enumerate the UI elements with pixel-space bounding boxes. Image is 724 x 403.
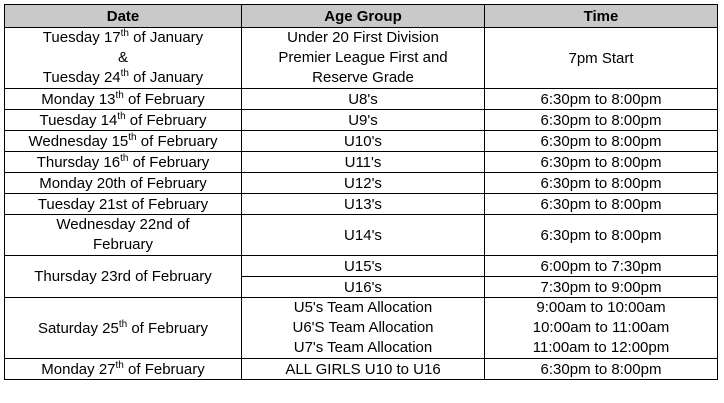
date-line: Tuesday 24th of January (7, 68, 239, 88)
date-cell: Thursday 23rd of February (4, 255, 242, 298)
date-column-header: Date (4, 4, 242, 28)
table-row: Monday 13th of February U8's 6:30pm to 8… (4, 88, 718, 110)
date-line: Tuesday 17th of January (7, 28, 239, 48)
table-row: Thursday 16th of February U11's 6:30pm t… (4, 151, 718, 173)
date-cell: Wednesday 15th of February (4, 130, 242, 152)
table-row: Saturday 25th of February U5's Team Allo… (4, 297, 718, 359)
date-suffix: th (115, 359, 124, 371)
date-text: Thursday 16 (36, 153, 121, 171)
date-suffix: th (118, 318, 128, 330)
date-text: Tuesday 14 (39, 111, 118, 129)
date-suffix: th (120, 152, 129, 164)
date-text: of February (127, 319, 209, 337)
training-schedule-table: Date Age Group Time Tuesday 17th of Janu… (4, 4, 718, 380)
date-cell: Tuesday 17th of January & Tuesday 24th o… (4, 27, 242, 89)
time-cell: 7pm Start (484, 27, 718, 89)
table-row: Thursday 23rd of February U15's 6:00pm t… (4, 255, 718, 298)
date-suffix: th (115, 89, 124, 101)
age-group-cell: U14's (241, 214, 485, 256)
age-group-cell: U10's (241, 130, 485, 152)
date-line: Wednesday 22nd of (56, 216, 190, 233)
time-cell: 7:30pm to 9:00pm (484, 276, 718, 298)
time-cell: 6:30pm to 8:00pm (484, 151, 718, 173)
date-text: Monday 27 (41, 360, 116, 378)
age-group-cell: U9's (241, 109, 485, 131)
schedule-container: Date Age Group Time Tuesday 17th of Janu… (4, 4, 718, 380)
date-text: of January (128, 69, 204, 86)
date-suffix: th (120, 28, 129, 39)
date-cell: Monday 20th of February (4, 172, 242, 194)
age-group-cell: U13's (241, 193, 485, 215)
date-suffix: th (120, 68, 129, 79)
date-ampersand: & (117, 49, 128, 66)
date-text: Tuesday 24 (42, 69, 121, 86)
date-text: of February (125, 111, 207, 129)
date-text: of January (128, 29, 204, 46)
time-cell: 6:30pm to 8:00pm (484, 109, 718, 131)
table-row: Monday 20th of February U12's 6:30pm to … (4, 172, 718, 194)
age-line: Premier League First and (278, 49, 448, 66)
time-line: 11:00am to 12:00pm (532, 339, 670, 356)
table-row: Tuesday 14th of February U9's 6:30pm to … (4, 109, 718, 131)
age-group-cell: U11's (241, 151, 485, 173)
time-cell: 6:30pm to 8:00pm (484, 172, 718, 194)
table-row: Tuesday 17th of January & Tuesday 24th o… (4, 27, 718, 89)
age-group-cell: U5's Team Allocation U6'S Team Allocatio… (241, 297, 485, 359)
age-line: U6'S Team Allocation (292, 319, 434, 336)
table-row: Wednesday 15th of February U10's 6:30pm … (4, 130, 718, 152)
header-row: Date Age Group Time (4, 4, 718, 28)
time-line: 9:00am to 10:00am (536, 299, 666, 316)
table-row: Tuesday 21st of February U13's 6:30pm to… (4, 193, 718, 215)
date-suffix: th (117, 110, 126, 122)
age-group-cell: U16's (241, 276, 485, 298)
age-line: Reserve Grade (312, 69, 414, 86)
date-suffix: th (128, 131, 137, 143)
time-cell: 6:00pm to 7:30pm (484, 255, 718, 277)
date-cell: Saturday 25th of February (4, 297, 242, 359)
age-group-cell: U15's (241, 255, 485, 277)
date-cell: Monday 13th of February (4, 88, 242, 110)
date-text: Tuesday 17 (42, 29, 121, 46)
age-group-cell: U8's (241, 88, 485, 110)
time-cell: 6:30pm to 8:00pm (484, 214, 718, 256)
age-group-cell: ALL GIRLS U10 to U16 (241, 358, 485, 380)
time-cell: 9:00am to 10:00am 10:00am to 11:00am 11:… (484, 297, 718, 359)
age-group-cell: Under 20 First Division Premier League F… (241, 27, 485, 89)
date-line: February (92, 236, 154, 253)
age-line: Under 20 First Division (287, 29, 439, 46)
date-cell: Tuesday 14th of February (4, 109, 242, 131)
date-cell: Wednesday 22nd of February (4, 214, 242, 256)
age-line: U7's Team Allocation (293, 339, 433, 356)
date-text: of February (123, 360, 205, 378)
table-row: Wednesday 22nd of February U14's 6:30pm … (4, 214, 718, 256)
table-row: U16's 7:30pm to 9:00pm (5, 276, 718, 298)
time-cell: 6:30pm to 8:00pm (484, 193, 718, 215)
date-text: Wednesday 15 (28, 132, 129, 150)
time-cell: 6:30pm to 8:00pm (484, 358, 718, 380)
table-row: Monday 27th of February ALL GIRLS U10 to… (4, 358, 718, 380)
date-cell: Monday 27th of February (4, 358, 242, 380)
date-text: Monday 13 (41, 90, 116, 108)
time-cell: 6:30pm to 8:00pm (484, 130, 718, 152)
age-line: U5's Team Allocation (293, 299, 433, 316)
date-text: Saturday 25 (37, 319, 119, 337)
date-text: of February (136, 132, 218, 150)
date-text: of February (128, 153, 210, 171)
age-group-cell: U12's (241, 172, 485, 194)
date-cell: Thursday 16th of February (4, 151, 242, 173)
date-text: of February (123, 90, 205, 108)
date-cell: Tuesday 21st of February (4, 193, 242, 215)
time-line: 10:00am to 11:00am (532, 319, 670, 336)
age-group-column-header: Age Group (241, 4, 485, 28)
time-cell: 6:30pm to 8:00pm (484, 88, 718, 110)
time-column-header: Time (484, 4, 718, 28)
